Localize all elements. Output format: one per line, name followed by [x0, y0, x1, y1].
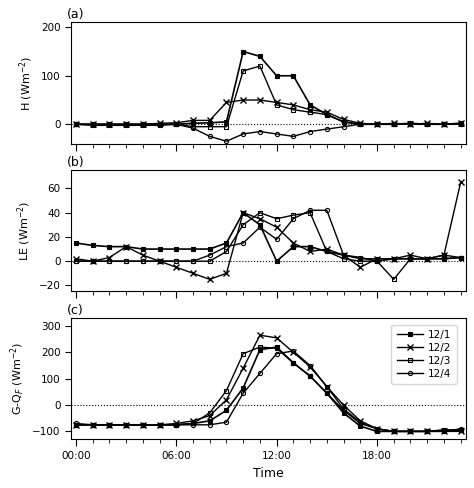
Y-axis label: H (Wm$^{-2}$): H (Wm$^{-2}$) [18, 55, 35, 111]
X-axis label: Time: Time [253, 467, 283, 480]
Y-axis label: LE (Wm$^{-2}$): LE (Wm$^{-2}$) [16, 201, 33, 261]
Text: (b): (b) [67, 156, 84, 169]
Legend: 12/1, 12/2, 12/3, 12/4: 12/1, 12/2, 12/3, 12/4 [392, 325, 456, 384]
Y-axis label: G-Q$_F$ (Wm$^{-2}$): G-Q$_F$ (Wm$^{-2}$) [9, 342, 27, 415]
Text: (a): (a) [67, 8, 84, 21]
Text: (c): (c) [67, 304, 84, 317]
